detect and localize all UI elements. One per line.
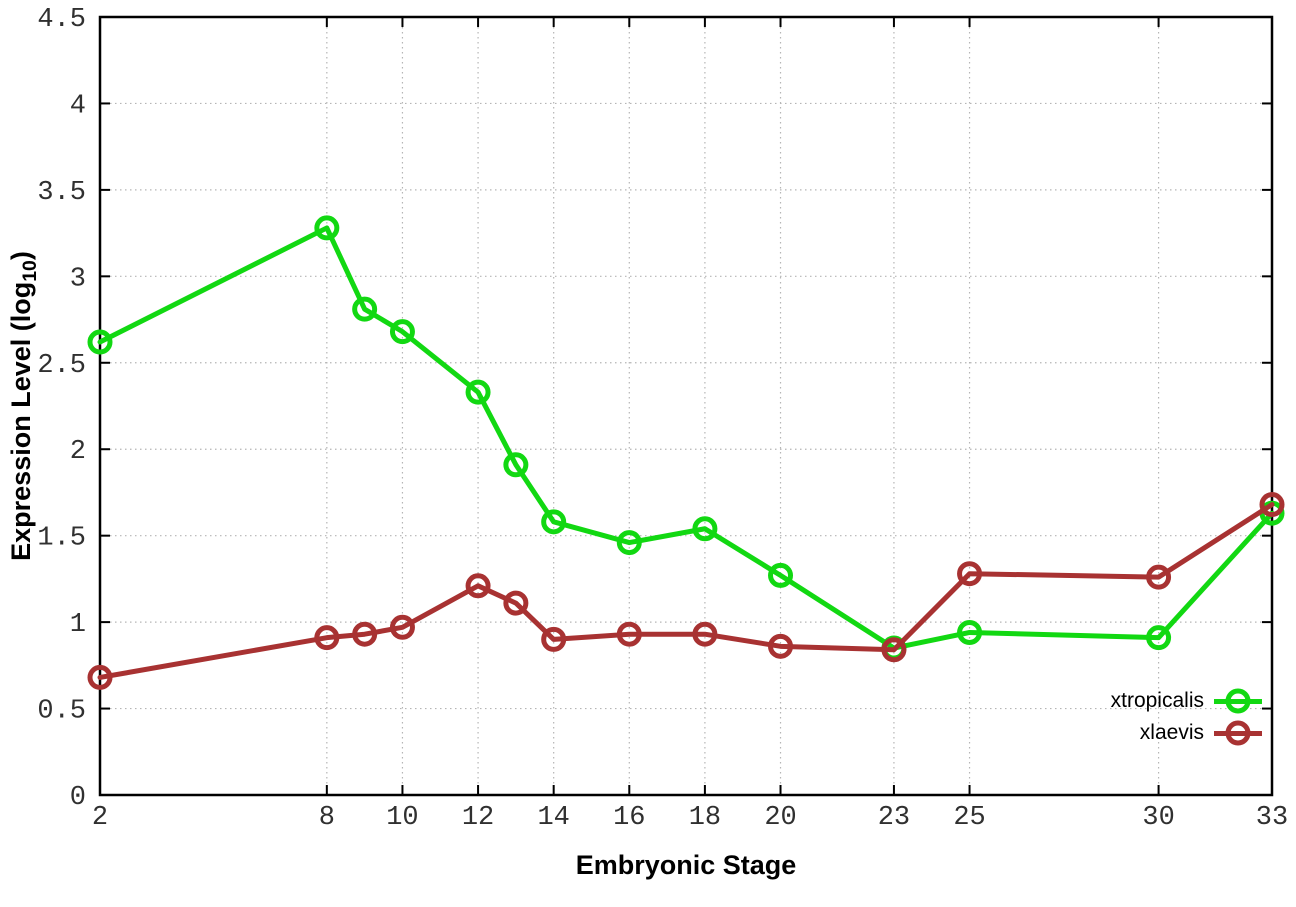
y-tick-label: 1.5 [37,524,86,554]
y-axis-title: Expression Level (log10) [6,251,42,561]
data-point-xtropicalis [389,319,415,345]
y-tick-label: 4 [70,91,86,121]
data-point-xlaevis [957,561,983,587]
data-point-xlaevis [692,621,718,647]
data-point-xtropicalis [503,452,529,478]
y-tick-label: 3.5 [37,178,86,208]
legend: xtropicalis xlaevis [1111,685,1262,749]
legend-marker-xlaevis [1214,720,1262,746]
data-point-xtropicalis [314,215,340,241]
data-point-xlaevis [503,590,529,616]
x-tick-label: 10 [386,803,418,833]
x-tick-label: 18 [689,803,721,833]
x-tick-label: 33 [1256,803,1288,833]
legend-marker-xtropicalis [1214,688,1262,714]
plot-border [98,15,1274,797]
data-point-xtropicalis [1146,625,1172,651]
x-axis-title: Embryonic Stage [575,850,797,880]
y-axis-title-subscript: 10 [19,260,42,282]
data-point-xlaevis [616,621,642,647]
data-point-xlaevis [352,621,378,647]
x-tick-label: 23 [878,803,910,833]
x-tick-label: 16 [613,803,645,833]
x-tick-label: 20 [764,803,796,833]
legend-label-xlaevis: xlaevis [1139,721,1204,744]
y-tick-label: 0 [70,783,86,813]
data-point-xlaevis [1259,492,1285,518]
data-point-xtropicalis [87,329,113,355]
data-point-xtropicalis [957,619,983,645]
series-line-xtropicalis [97,225,1275,651]
data-point-xtropicalis [352,296,378,322]
y-axis-title-close: ) [5,251,36,261]
y-tick-label: 0.5 [37,697,86,727]
y-axis-title-text: Expression Level (log [5,281,36,561]
data-point-xlaevis [465,573,491,599]
x-tick-label: 12 [462,803,494,833]
data-point-xtropicalis [616,530,642,556]
data-point-xlaevis [389,614,415,640]
legend-row-xtropicalis: xtropicalis [1111,685,1262,717]
open-circle-icon [1225,720,1251,746]
data-point-xlaevis [541,626,567,652]
legend-row-xlaevis: xlaevis [1111,717,1262,749]
data-point-xlaevis [768,633,794,659]
data-point-xlaevis [881,637,907,663]
data-point-xlaevis [1146,564,1172,590]
x-tick-label: 14 [537,803,569,833]
x-tick-label: 25 [953,803,985,833]
x-tick-label: 2 [92,803,108,833]
data-point-xtropicalis [768,562,794,588]
y-tick-label: 2.5 [37,351,86,381]
x-tick-label: 8 [319,803,335,833]
y-tick-label: 2 [70,437,86,467]
y-tick-label: 3 [70,264,86,294]
data-point-xlaevis [87,664,113,690]
series-line-xlaevis [97,502,1275,680]
y-tick-label: 1 [70,610,86,640]
x-tick-label: 30 [1142,803,1174,833]
data-point-xtropicalis [465,379,491,405]
open-circle-icon [1225,688,1251,714]
data-point-xtropicalis [692,516,718,542]
legend-label-xtropicalis: xtropicalis [1110,689,1204,712]
y-tick-label: 4.5 [37,5,86,35]
data-point-xlaevis [314,625,340,651]
data-point-xtropicalis [541,509,567,535]
